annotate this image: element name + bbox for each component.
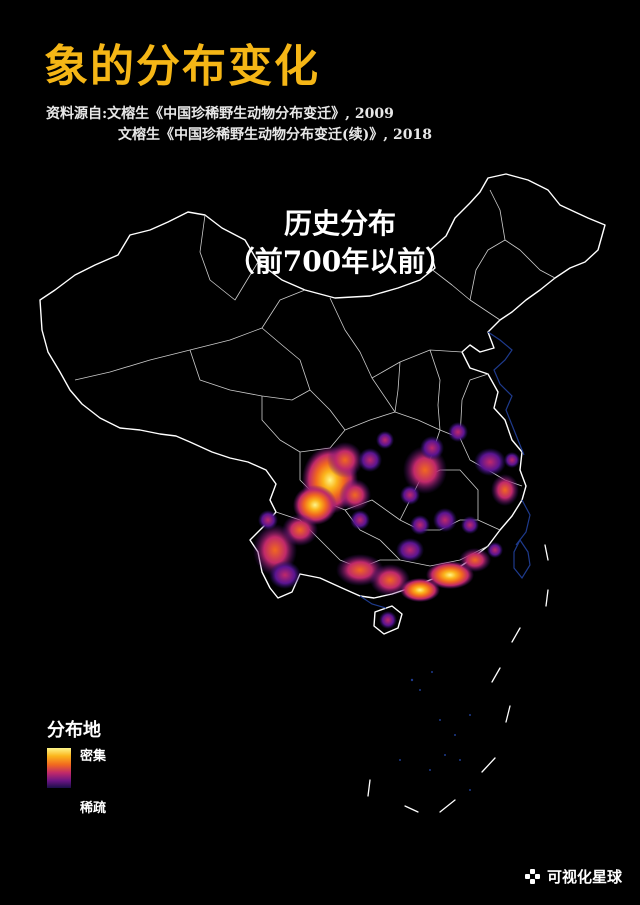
legend-low-label: 稀疏	[80, 801, 107, 816]
source-line-2: 文榕生《中国珍稀野生动物分布变迁(续)》, 2018	[118, 127, 432, 143]
distribution-heatmap	[253, 422, 520, 629]
coastline	[359, 331, 531, 609]
period-line-2: （前700年以前）	[226, 245, 454, 278]
nine-dash-line	[367, 544, 549, 813]
legend-title: 分布地	[47, 720, 101, 741]
legend-color-bar	[47, 748, 71, 788]
period-label: 历史分布 （前700年以前）	[200, 205, 480, 281]
source-line-1: 资料源自:文榕生《中国珍稀野生动物分布变迁》, 2009	[46, 106, 394, 122]
brand-logo: 可视化星球	[524, 866, 622, 887]
period-line-1: 历史分布	[283, 207, 396, 240]
brand-icon	[524, 868, 541, 885]
islands	[399, 671, 471, 791]
source-note: 资料源自:文榕生《中国珍稀野生动物分布变迁》, 2009 文榕生《中国珍稀野生动…	[46, 104, 432, 146]
page-title: 象的分布变化	[44, 41, 320, 92]
brand-name: 可视化星球	[546, 868, 622, 886]
legend-high-label: 密集	[80, 749, 107, 764]
